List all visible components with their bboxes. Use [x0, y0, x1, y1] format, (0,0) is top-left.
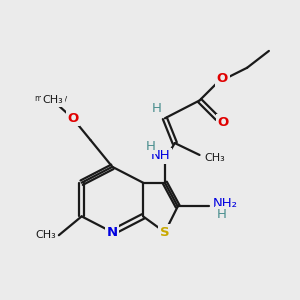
Text: N: N	[107, 226, 118, 239]
Text: S: S	[160, 226, 170, 239]
Text: CH₃: CH₃	[35, 230, 56, 240]
Text: CH₃: CH₃	[205, 153, 225, 163]
Text: H: H	[146, 140, 156, 152]
Text: NH₂: NH₂	[212, 197, 237, 210]
Text: NH: NH	[151, 149, 171, 162]
Text: O: O	[217, 72, 228, 85]
Text: H: H	[216, 208, 226, 221]
Text: O: O	[67, 112, 78, 125]
Text: methoxy: methoxy	[34, 94, 68, 103]
Text: H: H	[152, 102, 162, 115]
Text: O: O	[218, 116, 229, 129]
Text: CH₃: CH₃	[43, 95, 63, 106]
